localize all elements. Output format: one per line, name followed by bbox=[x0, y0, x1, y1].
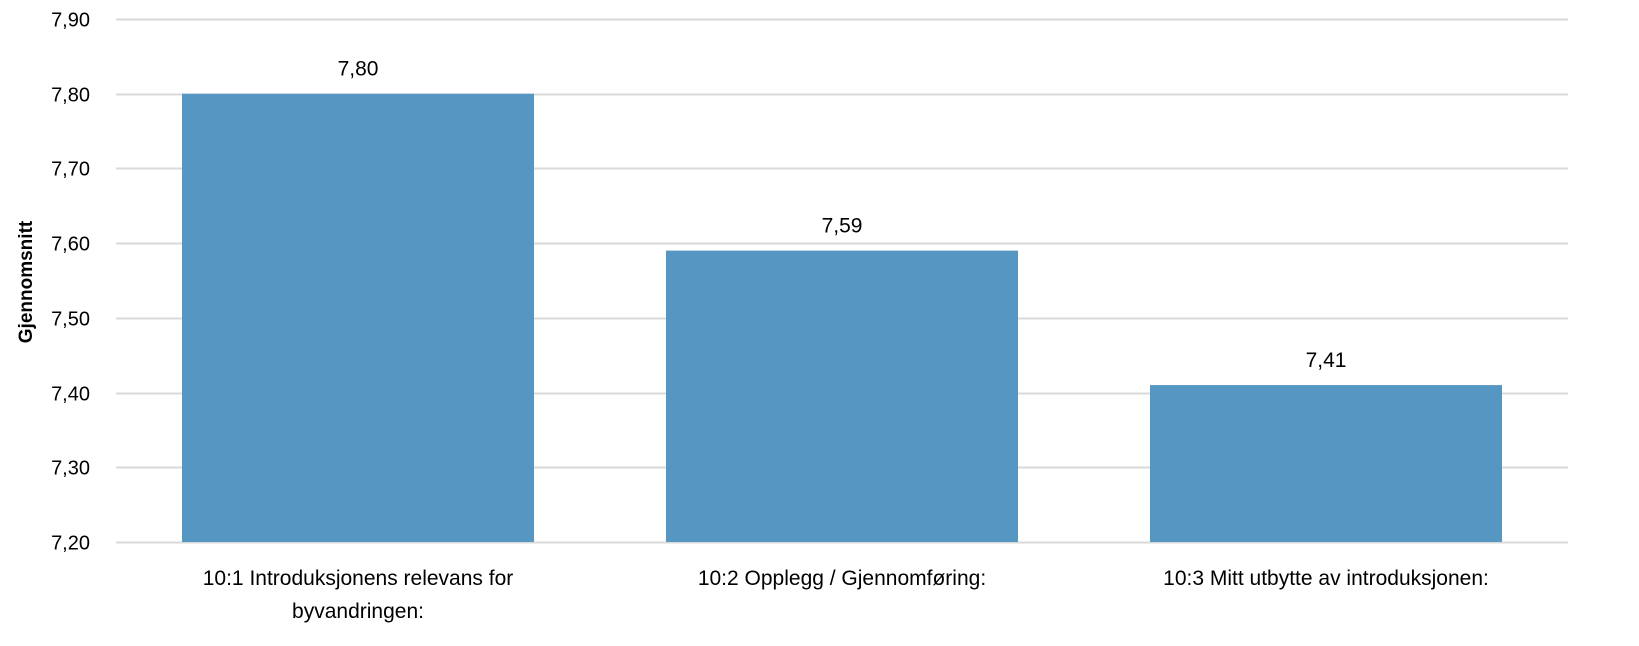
data-label: 7,59 bbox=[822, 215, 863, 238]
y-tick-label: 7,70 bbox=[51, 159, 90, 181]
y-axis-title: Gjennomsnitt bbox=[16, 220, 37, 343]
data-label: 7,80 bbox=[338, 58, 379, 81]
bar bbox=[1150, 385, 1502, 542]
x-category-label: 10:3 Mitt utbytte av introduksjonen: bbox=[1163, 567, 1489, 590]
x-category-labels: 10:1 Introduksjonens relevans for byvandr… bbox=[203, 567, 1489, 623]
x-category-label: 10:1 Introduksjonens relevans for bbox=[203, 567, 514, 590]
x-category-label: byvandringen: bbox=[292, 600, 424, 623]
data-label: 7,41 bbox=[1306, 349, 1347, 372]
bar bbox=[182, 93, 534, 542]
y-tick-label: 7,80 bbox=[51, 85, 90, 107]
y-tick-label: 7,20 bbox=[51, 533, 90, 555]
y-tick-labels: 7,20 7,30 7,40 7,50 7,60 7,70 7,80 7,90 bbox=[51, 10, 90, 555]
y-tick-label: 7,40 bbox=[51, 384, 90, 406]
bar bbox=[666, 250, 1018, 542]
x-category-label: 10:2 Opplegg / Gjennomføring: bbox=[698, 567, 986, 590]
y-tick-label: 7,30 bbox=[51, 458, 90, 480]
y-tick-label: 7,50 bbox=[51, 309, 90, 331]
y-tick-label: 7,60 bbox=[51, 234, 90, 256]
data-labels: 7,80 7,59 7,41 bbox=[338, 58, 1347, 372]
y-tick-label: 7,90 bbox=[51, 10, 90, 32]
bars bbox=[182, 93, 1502, 542]
